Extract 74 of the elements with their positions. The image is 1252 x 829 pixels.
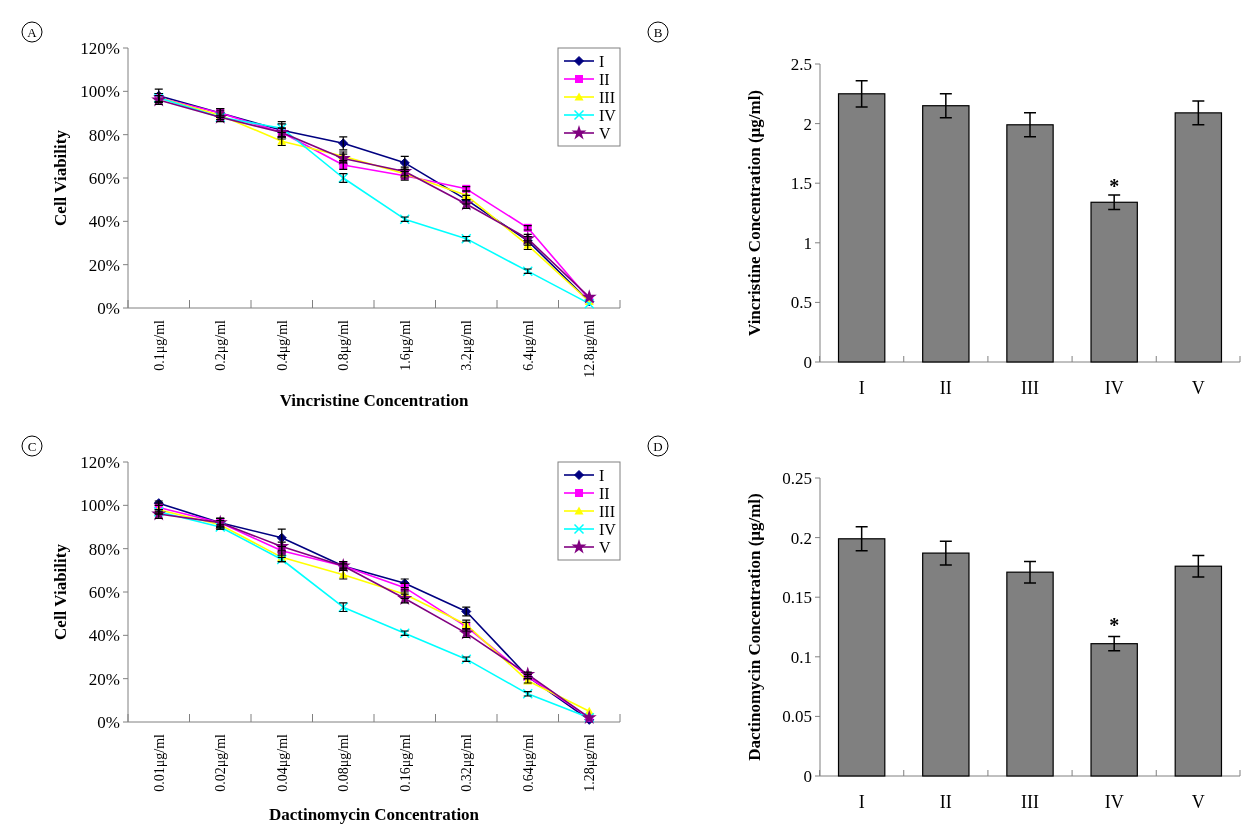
- x-tick-label: 0.8μg/ml: [336, 319, 352, 371]
- y-tick-label: 40%: [88, 626, 120, 646]
- y-tick-label: 0%: [97, 712, 120, 732]
- annotation: *: [1109, 614, 1120, 637]
- annotation: *: [1109, 175, 1120, 198]
- legend-label: II: [599, 70, 610, 88]
- x-tick-label: IV: [1104, 792, 1124, 812]
- text: D: [653, 438, 663, 454]
- legend-label: II: [599, 484, 610, 502]
- x-axis-title: Dactinomycin Concentration: [268, 805, 480, 824]
- x-tick-label: V: [1191, 378, 1205, 398]
- y-axis-title: Cell Viability: [51, 543, 70, 640]
- x-tick-label: 0.1μg/ml: [151, 319, 167, 371]
- x-tick-label: IV: [1104, 378, 1124, 398]
- y-tick-label: 120%: [80, 452, 120, 472]
- y-axis-title: Cell Viability: [51, 129, 70, 226]
- x-tick-label: V: [1191, 792, 1205, 812]
- legend-label: III: [599, 88, 615, 106]
- y-tick-label: 80%: [88, 125, 120, 145]
- y-tick-label: 20%: [88, 255, 120, 275]
- x-tick-label: 6.4μg/ml: [520, 319, 536, 371]
- x-tick-label: 0.32μg/ml: [459, 733, 475, 792]
- y-tick-label: 0: [803, 766, 812, 786]
- y-tick-label: 0.25: [782, 468, 812, 488]
- x-axis-title: Vincristine Concentration: [279, 391, 469, 410]
- x-tick-label: I: [858, 378, 865, 398]
- x-tick-label: 0.2μg/ml: [213, 319, 229, 371]
- y-tick-label: 20%: [88, 669, 120, 689]
- y-axis-title: Vincristine Concentration (μg/ml): [745, 89, 764, 337]
- y-tick-label: 60%: [88, 582, 120, 602]
- y-tick-label: 1.5: [790, 174, 812, 194]
- x-tick-label: 1.6μg/ml: [397, 319, 413, 371]
- y-tick-label: 0.05: [782, 707, 812, 727]
- y-tick-label: 0.15: [782, 588, 812, 608]
- legend-label: V: [599, 124, 611, 142]
- y-tick-label: 100%: [80, 496, 120, 516]
- y-tick-label: 40%: [88, 212, 120, 232]
- legend-label: IV: [599, 106, 617, 124]
- x-tick-label: III: [1021, 792, 1039, 812]
- y-tick-label: 2: [803, 114, 812, 134]
- x-tick-label: 0.01μg/ml: [151, 733, 167, 792]
- y-tick-label: 2.5: [790, 54, 812, 74]
- x-tick-label: 12.8μg/ml: [582, 319, 598, 378]
- y-tick-label: 100%: [80, 82, 120, 102]
- x-tick-label: 1.28μg/ml: [582, 733, 598, 792]
- x-tick-label: 0.4μg/ml: [274, 319, 290, 371]
- y-tick-label: 0: [803, 352, 812, 372]
- y-tick-label: 0.1: [790, 647, 812, 667]
- x-tick-label: 0.16μg/ml: [397, 733, 413, 792]
- x-tick-label: 0.08μg/ml: [336, 733, 352, 792]
- legend-label: V: [599, 538, 611, 556]
- text: A: [27, 24, 38, 40]
- x-tick-label: I: [858, 792, 865, 812]
- legend-label: I: [599, 466, 605, 484]
- y-tick-label: 60%: [88, 168, 120, 188]
- x-tick-label: II: [939, 378, 952, 398]
- text: C: [27, 438, 37, 454]
- x-tick-label: II: [939, 792, 952, 812]
- y-tick-label: 1: [803, 233, 812, 253]
- text: B: [653, 24, 663, 40]
- x-tick-label: 0.64μg/ml: [520, 733, 536, 792]
- legend-label: I: [599, 52, 605, 70]
- y-axis-title: Dactinomycin Concentration (μg/ml): [745, 493, 764, 761]
- x-tick-label: 0.04μg/ml: [274, 733, 290, 792]
- x-tick-label: III: [1021, 378, 1039, 398]
- y-tick-label: 0.5: [790, 293, 812, 313]
- y-tick-label: 120%: [80, 38, 120, 58]
- y-tick-label: 0.2: [790, 528, 812, 548]
- x-tick-label: 3.2μg/ml: [459, 319, 475, 371]
- legend-label: IV: [599, 520, 617, 538]
- legend-label: III: [599, 502, 615, 520]
- y-tick-label: 0%: [97, 298, 120, 318]
- x-tick-label: 0.02μg/ml: [213, 733, 229, 792]
- y-tick-label: 80%: [88, 539, 120, 559]
